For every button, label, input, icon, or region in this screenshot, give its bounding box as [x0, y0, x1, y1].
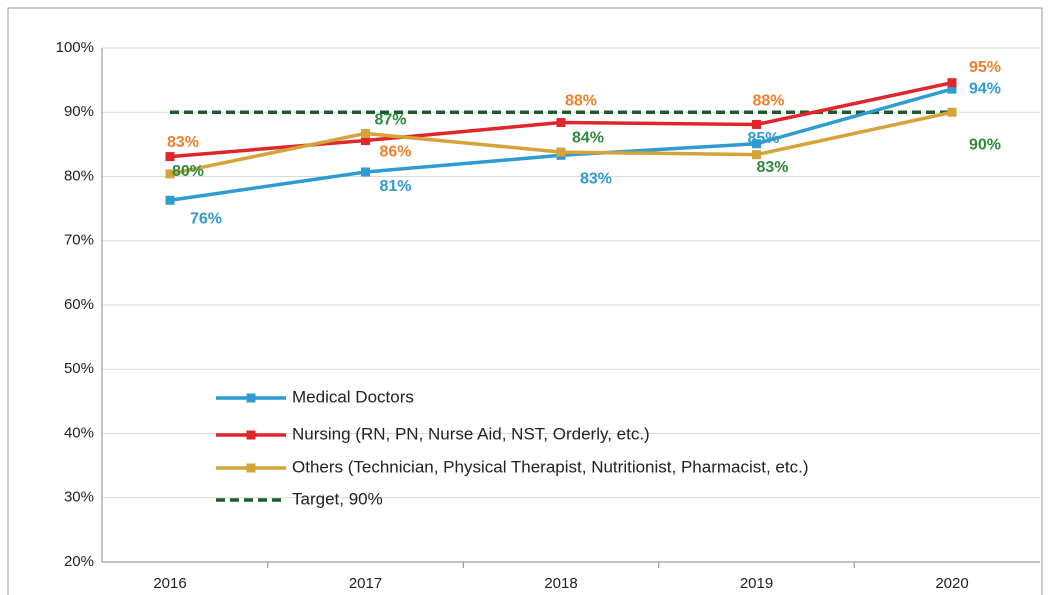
y-tick-label: 50% — [64, 360, 94, 377]
x-tick-label: 2018 — [544, 575, 577, 592]
legend-marker — [246, 463, 256, 473]
legend-marker — [246, 430, 256, 440]
y-tick-label: 60% — [64, 296, 94, 313]
point-marker — [947, 84, 957, 94]
point-marker — [165, 169, 175, 179]
legend-label: Nursing (RN, PN, Nurse Aid, NST, Orderly… — [292, 424, 650, 443]
data-label: 94% — [969, 80, 1001, 97]
data-label: 88% — [565, 93, 597, 110]
data-label: 76% — [190, 210, 222, 227]
point-marker — [165, 195, 175, 205]
point-marker — [947, 107, 957, 117]
legend-label: Medical Doctors — [292, 387, 414, 406]
chart-frame — [7, 7, 1043, 595]
legend-label: Others (Technician, Physical Therapist, … — [292, 457, 808, 476]
data-label: 95% — [969, 59, 1001, 76]
y-tick-label: 70% — [64, 232, 94, 249]
point-marker — [752, 150, 761, 160]
point-marker — [361, 128, 370, 138]
point-marker — [556, 147, 566, 157]
data-label: 90% — [969, 136, 1001, 153]
x-tick-label: 2017 — [349, 575, 382, 592]
point-marker — [752, 139, 761, 149]
data-label: 83% — [167, 134, 199, 151]
legend-marker — [246, 393, 256, 403]
point-marker — [556, 118, 566, 128]
data-label: 84% — [572, 129, 604, 146]
y-tick-label: 100% — [56, 39, 94, 56]
point-marker — [361, 136, 370, 146]
x-tick-label: 2020 — [935, 575, 968, 592]
y-tick-label: 20% — [64, 553, 94, 570]
point-marker — [947, 78, 957, 88]
data-label: 81% — [379, 178, 411, 195]
y-tick-label: 40% — [64, 424, 94, 441]
y-tick-label: 30% — [64, 489, 94, 506]
data-label: 80% — [172, 163, 204, 180]
point-marker — [361, 167, 370, 177]
y-tick-label: 90% — [64, 103, 94, 120]
point-marker — [165, 152, 175, 162]
legend-label: Target, 90% — [292, 489, 383, 508]
x-tick-label: 2016 — [153, 575, 186, 592]
data-label: 87% — [374, 112, 406, 129]
data-label: 86% — [379, 144, 411, 161]
data-label: 88% — [752, 93, 784, 110]
data-label: 83% — [580, 171, 612, 188]
y-tick-label: 80% — [64, 167, 94, 184]
point-marker — [752, 119, 761, 129]
data-label: 83% — [756, 159, 788, 176]
x-tick-label: 2019 — [740, 575, 773, 592]
data-label: 85% — [747, 130, 779, 147]
